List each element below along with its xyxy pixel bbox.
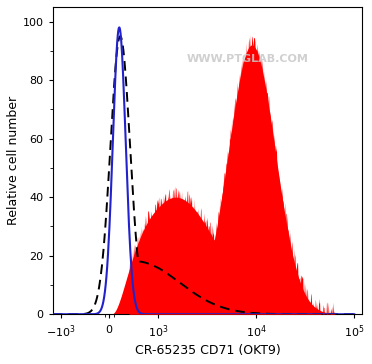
X-axis label: CR-65235 CD71 (OKT9): CR-65235 CD71 (OKT9) bbox=[135, 344, 280, 357]
Text: WWW.PTGLAB.COM: WWW.PTGLAB.COM bbox=[187, 54, 308, 64]
Y-axis label: Relative cell number: Relative cell number bbox=[7, 96, 20, 225]
